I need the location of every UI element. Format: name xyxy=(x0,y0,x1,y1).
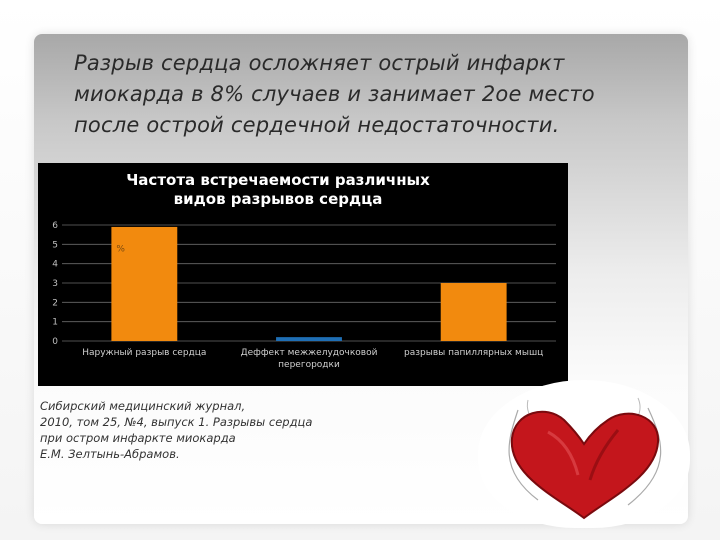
heart-icon xyxy=(508,397,662,520)
slide-title: Разрыв сердца осложняет острый инфаркт м… xyxy=(74,48,674,141)
y-tick-label: 3 xyxy=(52,279,58,289)
citation-line: Е.М. Зелтынь-Абрамов. xyxy=(40,447,180,461)
data-label: % xyxy=(116,244,125,254)
y-tick-label: 1 xyxy=(52,318,58,328)
bar xyxy=(276,337,342,341)
y-tick-label: 6 xyxy=(52,221,58,231)
y-tick-label: 0 xyxy=(52,337,58,347)
x-tick-label: перегородки xyxy=(278,360,340,370)
citation: Сибирский медицинский журнал, 2010, том … xyxy=(40,398,340,462)
citation-line: Сибирский медицинский журнал, xyxy=(40,399,246,413)
citation-line: при остром инфаркте миокарда xyxy=(40,431,236,445)
x-tick-label: Деффект межжелудочковой xyxy=(241,348,378,358)
bar xyxy=(111,226,178,341)
x-tick-label: разрывы папиллярных мышц xyxy=(404,348,543,358)
citation-line: 2010, том 25, №4, выпуск 1. Разрывы серд… xyxy=(40,415,313,429)
x-tick-label: Наружный разрыв сердца xyxy=(82,348,206,358)
y-tick-label: 4 xyxy=(52,260,58,270)
slide-title-line: миокарда в 8% случаев и занимает 2ое мес… xyxy=(74,82,595,106)
heart-image xyxy=(478,380,690,528)
chart-title-line: Частота встречаемости различных xyxy=(126,171,430,189)
y-tick-label: 5 xyxy=(52,240,58,250)
chart-title-line: видов разрывов сердца xyxy=(174,190,383,208)
slide-title-line: после острой сердечной недостаточности. xyxy=(74,113,560,137)
chart-box: Частота встречаемости различных видов раз… xyxy=(38,163,568,386)
slide-title-line: Разрыв сердца осложняет острый инфаркт xyxy=(74,51,565,75)
y-tick-label: 2 xyxy=(52,298,58,308)
bar xyxy=(440,283,507,341)
